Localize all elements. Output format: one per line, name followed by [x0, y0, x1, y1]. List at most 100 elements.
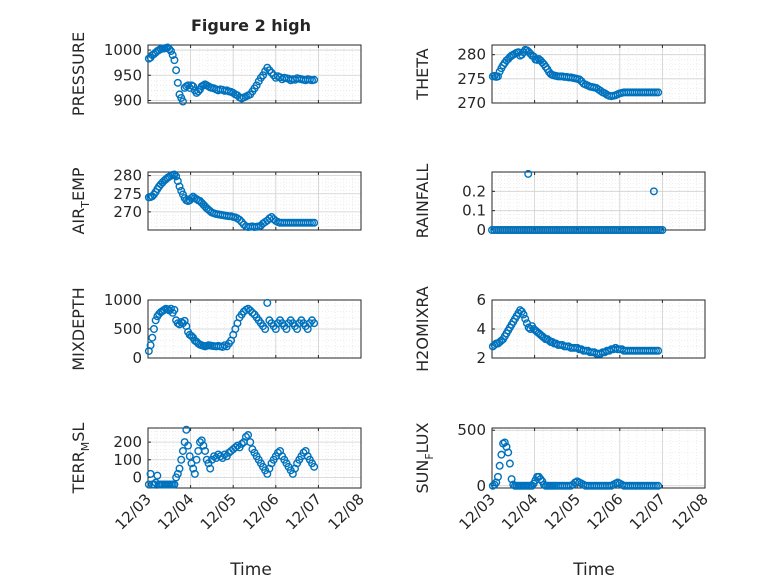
data-point [248, 308, 257, 317]
data-point [500, 438, 509, 447]
series-pressure [144, 43, 319, 106]
y-axis-label: MIXDEPTH [69, 287, 88, 370]
data-point [170, 480, 179, 489]
data-point [493, 472, 502, 481]
x-axis-label-right: Time [572, 560, 615, 580]
data-point [524, 169, 533, 178]
y-tick-label: 280 [457, 46, 486, 64]
y-axis-label: TERRMSL [69, 423, 92, 495]
data-point [184, 441, 193, 450]
y-axis-label: AIRTEMP [69, 167, 92, 234]
data-point [149, 325, 158, 334]
data-point [167, 304, 176, 313]
y-tick-label: 200 [113, 433, 142, 451]
series-terr_msl [144, 425, 319, 489]
data-point [148, 333, 157, 342]
y-tick-label: 0 [132, 468, 142, 486]
axes-box [147, 44, 362, 104]
y-tick-label: 0 [476, 477, 486, 495]
y-tick-label: 4 [476, 320, 486, 338]
y-tick-label: 1000 [104, 41, 142, 59]
y-tick-label: 100 [113, 451, 142, 469]
data-point [310, 462, 319, 471]
data-point [504, 448, 513, 457]
data-point [521, 314, 530, 323]
data-point [244, 304, 253, 313]
y-tick-label: 270 [457, 94, 486, 112]
data-point [151, 316, 160, 325]
y-tick-label: 6 [476, 291, 486, 309]
data-point [178, 97, 187, 106]
y-tick-label: 270 [113, 203, 142, 221]
data-point [493, 72, 502, 81]
y-tick-label: 500 [113, 320, 142, 338]
data-point [220, 450, 229, 459]
series-mixdepth [144, 298, 319, 356]
y-tick-label: 275 [457, 70, 486, 88]
data-point [168, 51, 177, 60]
data-point [177, 455, 186, 464]
data-point [244, 431, 253, 440]
y-tick-label: 275 [113, 185, 142, 203]
axes-box [147, 427, 362, 489]
data-point [246, 306, 255, 315]
series-rainfall [488, 169, 667, 234]
data-point [206, 464, 215, 473]
y-tick-label: 0 [132, 349, 142, 367]
data-point [197, 436, 206, 445]
data-point [261, 325, 270, 334]
data-point [190, 469, 199, 478]
data-point [495, 461, 504, 470]
data-point [654, 88, 663, 97]
y-axis-label: H2OMIXRA [413, 286, 432, 372]
plot-area [148, 172, 361, 230]
x-axis-label-left: Time [229, 560, 272, 580]
data-point [490, 480, 499, 489]
y-tick-label: 2 [476, 349, 486, 367]
data-point [246, 438, 255, 447]
data-point [172, 66, 181, 75]
data-point [173, 319, 182, 328]
data-point [178, 446, 187, 455]
data-point [519, 310, 528, 319]
data-point [310, 75, 319, 84]
data-point [259, 71, 268, 80]
data-point [153, 471, 162, 480]
data-point [575, 75, 584, 84]
y-tick-label: 500 [457, 421, 486, 439]
data-point [654, 346, 663, 355]
data-point [263, 298, 272, 307]
data-point [170, 170, 179, 179]
data-point [175, 464, 184, 473]
series-sun_flux [488, 438, 663, 490]
plot-area [492, 172, 705, 230]
y-tick-label: 950 [113, 66, 142, 84]
data-point [187, 194, 196, 203]
y-tick-label: 280 [113, 167, 142, 185]
data-point [165, 45, 174, 54]
data-point [173, 469, 182, 478]
data-point [252, 81, 261, 90]
y-axis-label: SUNFLUX [413, 422, 436, 493]
data-point [528, 481, 537, 490]
data-point [536, 475, 545, 484]
data-point [199, 441, 208, 450]
panel-h2omixra: 2 4 6 H2OMIXRA [413, 286, 706, 372]
data-point [180, 316, 189, 325]
data-point [310, 218, 319, 227]
figure-title: Figure 2 high [191, 16, 311, 35]
data-point [146, 341, 155, 350]
data-point [173, 177, 182, 186]
data-point [233, 441, 242, 450]
data-point [658, 225, 667, 234]
data-point [170, 56, 179, 65]
data-point [175, 182, 184, 191]
y-tick-label: 900 [113, 91, 142, 109]
data-point [182, 425, 191, 434]
data-point [654, 481, 663, 490]
data-point [231, 443, 240, 452]
y-tick-label: 0 [476, 221, 486, 239]
data-point [497, 450, 506, 459]
data-point [310, 319, 319, 328]
data-point [649, 187, 658, 196]
